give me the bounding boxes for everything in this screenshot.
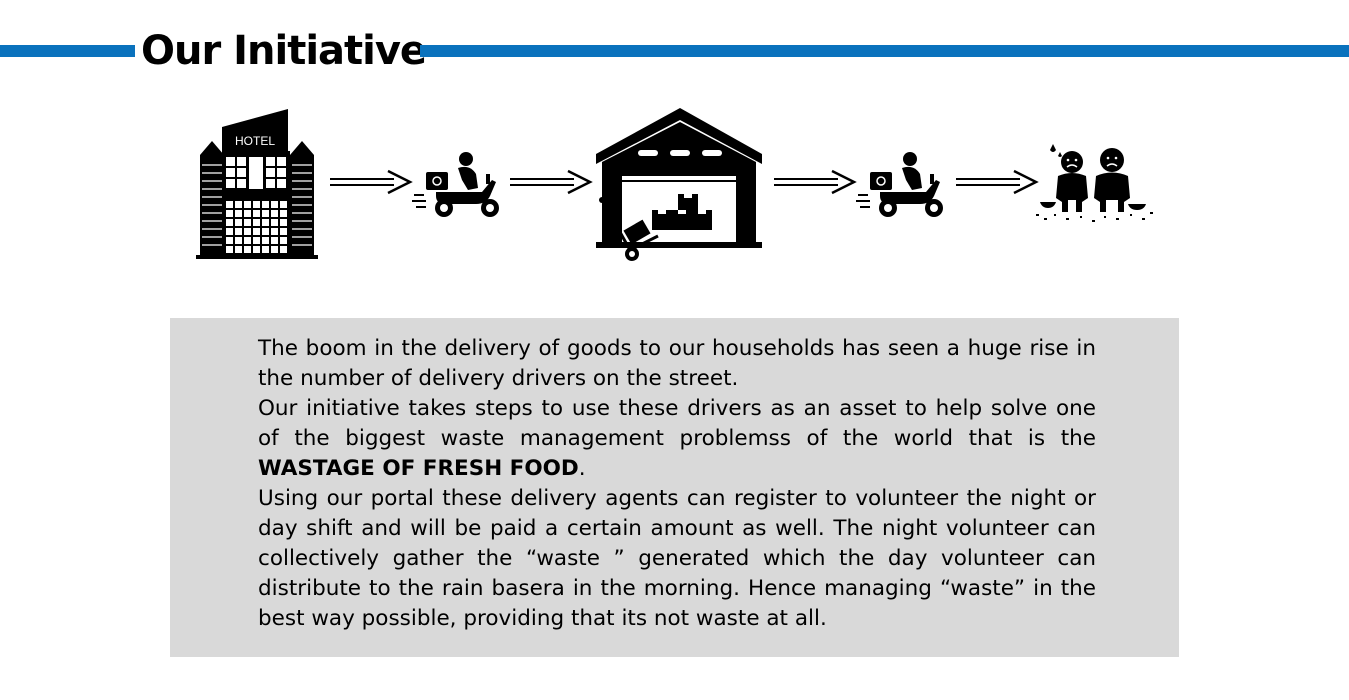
initiative-flow: HOTEL — [0, 0, 1349, 300]
paragraph-initiative-text: Our initiative takes steps to use these … — [258, 396, 1096, 451]
delivery-scooter-icon — [856, 152, 943, 217]
hotel-sign-label: HOTEL — [235, 134, 275, 148]
description-text: The boom in the delivery of goods to our… — [258, 334, 1096, 634]
arrow-right-icon — [510, 169, 593, 195]
wastage-highlight: WASTAGE OF FRESH FOOD — [258, 456, 579, 481]
paragraph-initiative: Our initiative takes steps to use these … — [258, 394, 1096, 484]
arrow-right-icon — [330, 169, 413, 195]
paragraph-portal: Using our portal these delivery agents c… — [258, 486, 1096, 631]
hotel-building-icon: HOTEL — [196, 109, 318, 259]
needy-people-icon — [1036, 144, 1153, 222]
header-rule-right — [420, 45, 1349, 57]
arrow-right-icon — [774, 169, 857, 195]
warehouse-icon — [596, 108, 762, 261]
paragraph-initiative-end: . — [578, 456, 586, 481]
delivery-scooter-icon — [412, 152, 499, 217]
arrow-right-icon — [956, 169, 1039, 195]
page-title: Our Initiative — [141, 28, 427, 74]
header-rule-left — [0, 45, 135, 57]
paragraph-delivery-boom: The boom in the delivery of goods to our… — [258, 336, 1096, 391]
description-box: The boom in the delivery of goods to our… — [170, 318, 1179, 657]
